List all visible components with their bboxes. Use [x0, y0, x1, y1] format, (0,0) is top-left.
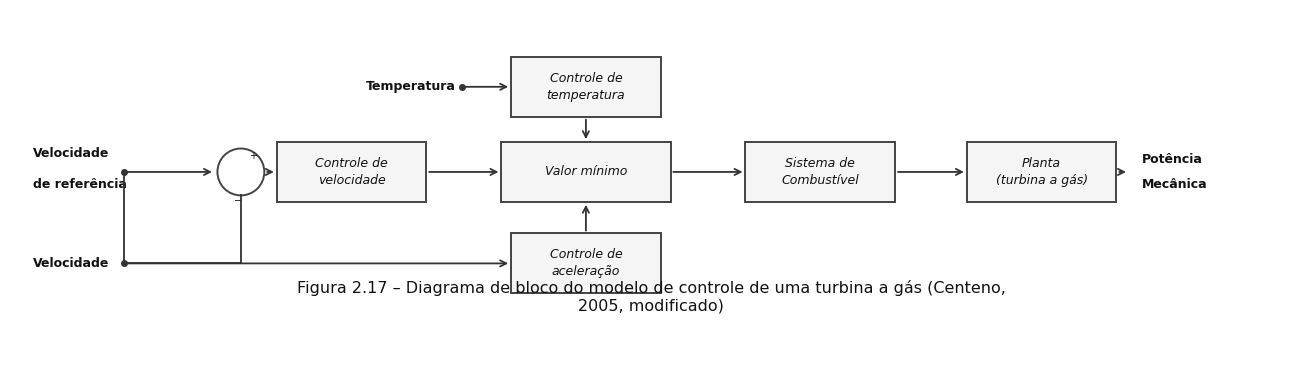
Text: Controle de
aceleração: Controle de aceleração [549, 249, 622, 278]
Text: Controle de
velocidade: Controle de velocidade [315, 157, 388, 187]
Bar [510, 57, 661, 117]
Text: Valor mínimo: Valor mínimo [544, 165, 628, 178]
Text: −: − [234, 196, 242, 206]
Text: +: + [249, 151, 256, 161]
Text: Potência: Potência [1142, 153, 1203, 166]
Bar [966, 142, 1116, 202]
Bar [501, 142, 671, 202]
Text: Velocidade: Velocidade [33, 257, 109, 270]
Text: Mecânica: Mecânica [1142, 178, 1207, 191]
Text: Temperatura: Temperatura [366, 80, 456, 93]
Bar [277, 142, 426, 202]
Text: Planta
(turbina a gás): Planta (turbina a gás) [996, 157, 1087, 187]
Text: Velocidade: Velocidade [33, 147, 109, 160]
Text: Figura 2.17 – Diagrama de bloco do modelo de controle de uma turbina a gás (Cent: Figura 2.17 – Diagrama de bloco do model… [297, 280, 1005, 314]
Text: de referência: de referência [33, 178, 126, 191]
Bar [510, 233, 661, 293]
Bar [745, 142, 896, 202]
Text: Controle de
temperatura: Controle de temperatura [547, 72, 625, 102]
Text: Sistema de
Combustível: Sistema de Combustível [781, 157, 859, 187]
